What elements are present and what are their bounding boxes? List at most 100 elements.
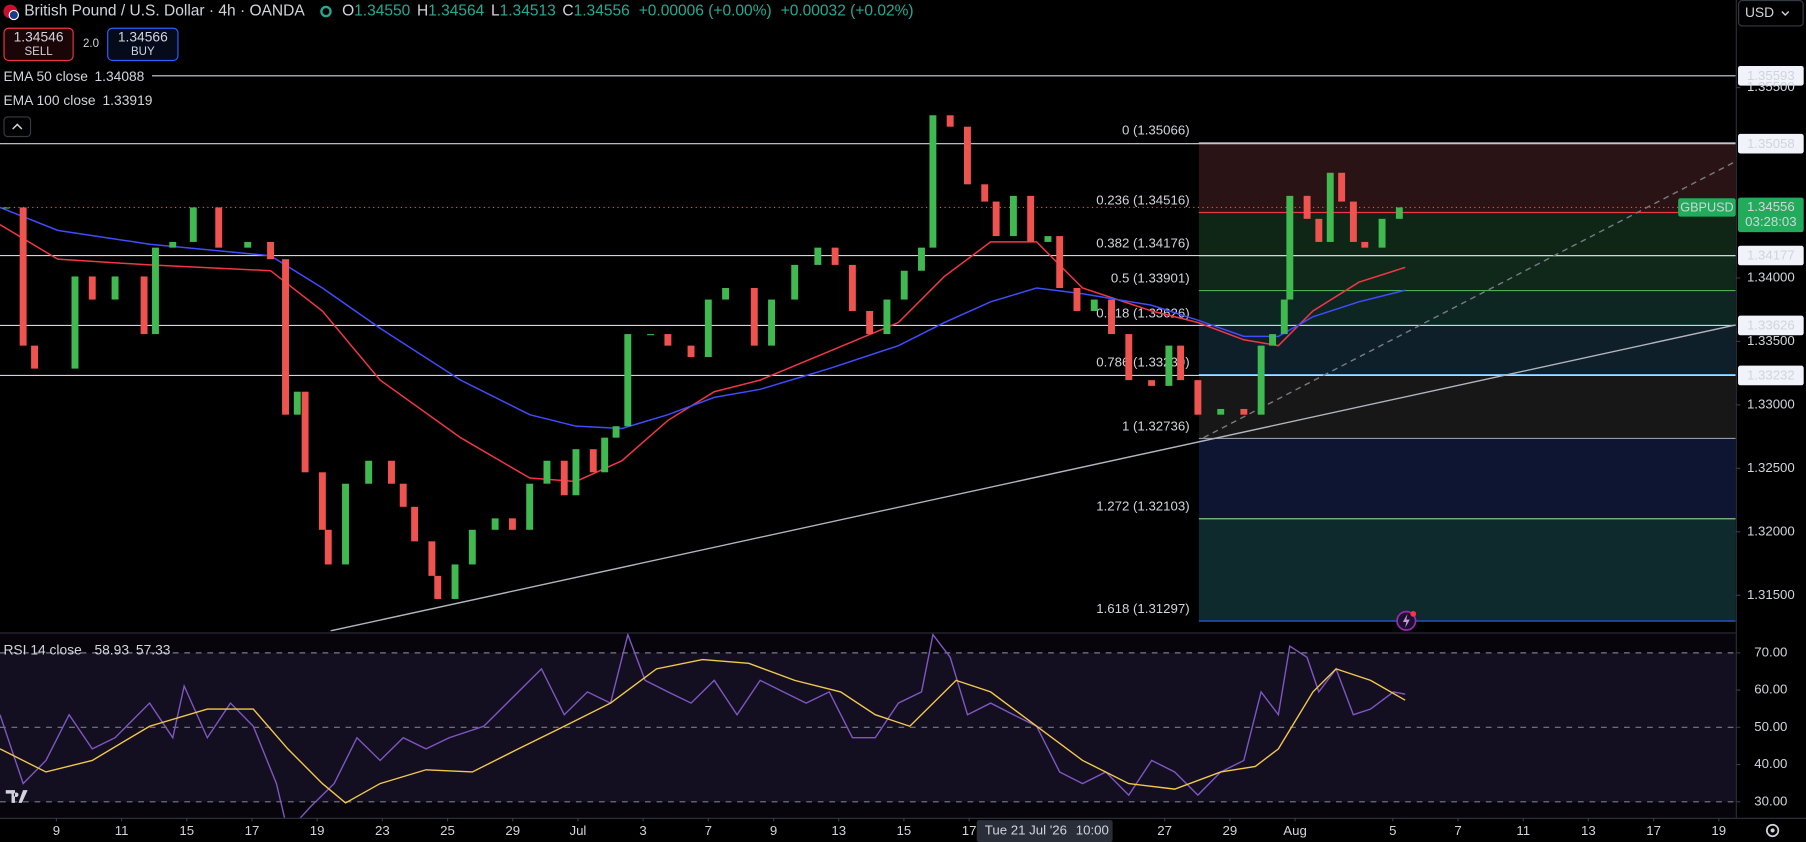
- candle: [560, 460, 568, 496]
- candle: [318, 472, 326, 530]
- symbol-title: British Pound / U.S. Dollar · 4h · OANDA: [24, 3, 305, 20]
- candle: [1009, 195, 1017, 237]
- candle: [1338, 172, 1346, 202]
- sell-button[interactable]: 1.34546 SELL: [3, 27, 74, 62]
- candle: [963, 126, 971, 185]
- x-tick-label: 13: [831, 823, 846, 838]
- currency[interactable]: USD: [1745, 4, 1774, 20]
- ohlc: O1.34550 H1.34564 L1.34513 C1.34556 +0.0…: [342, 3, 914, 20]
- collapse-button[interactable]: [3, 116, 32, 138]
- candle: [1361, 241, 1369, 248]
- candle: [215, 207, 223, 248]
- candle: [468, 529, 476, 565]
- legend-name: EMA 100 close: [3, 92, 95, 108]
- candle: [624, 334, 632, 427]
- settings-icon[interactable]: [1765, 823, 1780, 838]
- sell-label[interactable]: SELL: [25, 46, 54, 58]
- rsi-value: 58.93: [94, 641, 129, 657]
- candle: [301, 391, 309, 473]
- price-label-box: [1738, 315, 1804, 336]
- symbol-label-box: [1678, 198, 1736, 217]
- y-tick-label: 1.34000: [1747, 269, 1795, 284]
- price-label: 1.33626: [1747, 318, 1795, 333]
- candle: [508, 518, 516, 530]
- ohlc-key: L: [491, 3, 500, 20]
- candle: [428, 541, 436, 576]
- currency-box[interactable]: [1738, 0, 1804, 27]
- price-label-box: [1738, 133, 1804, 154]
- x-tick-label: 13: [1581, 823, 1596, 838]
- fib-zone: [1198, 255, 1736, 291]
- candle: [88, 276, 96, 300]
- currency-button[interactable]: USD: [1738, 0, 1804, 27]
- candle: [491, 518, 499, 530]
- buy-button[interactable]: 1.34566 BUY: [107, 27, 179, 62]
- sell-price[interactable]: 1.34546: [14, 29, 64, 45]
- axes: 1.35593 1.35058 1.34177 1.33626 1.33232 1.355…: [53, 66, 1804, 838]
- x-tick-label: 15: [897, 823, 912, 838]
- currency-chevron[interactable]: [1781, 11, 1790, 16]
- candle: [543, 460, 551, 484]
- price-label: 1.33232: [1747, 368, 1795, 383]
- candle: [1269, 334, 1277, 346]
- fib-label: 1.272 (1.32103): [1096, 499, 1189, 514]
- trendline: [1203, 160, 1736, 439]
- candle: [71, 276, 79, 369]
- candle: [1194, 380, 1202, 415]
- fib-zone: [1198, 290, 1736, 326]
- settings-button[interactable]: [1765, 823, 1780, 838]
- candle: [388, 460, 395, 484]
- candle: [572, 449, 580, 496]
- x-tick-label: 3: [639, 823, 646, 838]
- sell-box[interactable]: [3, 27, 74, 62]
- y-tick-label: 1.31500: [1747, 587, 1795, 602]
- legend-value: 1.33919: [103, 92, 153, 108]
- buy-price[interactable]: 1.34566: [118, 29, 168, 45]
- candle: [1108, 299, 1115, 335]
- x-tick-label: 29: [505, 823, 520, 838]
- buy-box[interactable]: [107, 27, 179, 62]
- candle: [601, 437, 609, 473]
- collapse-icon[interactable]: [12, 123, 23, 130]
- candle: [1165, 345, 1173, 386]
- candle: [1073, 288, 1081, 311]
- fib-zone: [1198, 438, 1736, 519]
- alert-bolt[interactable]: [1402, 613, 1410, 628]
- x-tick-label: 7: [705, 823, 712, 838]
- ohlc-key: H: [417, 3, 428, 20]
- alert-dot[interactable]: [1410, 611, 1417, 617]
- candle: [946, 115, 954, 127]
- candle: [1090, 299, 1098, 311]
- candle: [1125, 334, 1133, 381]
- candle: [687, 345, 695, 358]
- x-tick-label: 23: [375, 823, 390, 838]
- rsi-plot: [0, 633, 1736, 818]
- candle: [1027, 195, 1035, 242]
- candle: [981, 184, 989, 202]
- collapse-box[interactable]: [3, 116, 32, 138]
- candle: [1148, 380, 1156, 386]
- candle: [411, 506, 419, 542]
- ohlc-value: 1.34564: [428, 3, 485, 20]
- rsi-line: [0, 633, 1406, 818]
- last-price: 1.34556: [1747, 199, 1795, 214]
- ema-line: [0, 206, 1406, 430]
- candle: [992, 201, 1000, 237]
- candle: [750, 288, 758, 346]
- candle: [831, 247, 839, 265]
- alert-icon[interactable]: [1396, 610, 1417, 631]
- candle: [848, 264, 856, 311]
- candle: [900, 270, 908, 300]
- buy-label[interactable]: BUY: [131, 46, 155, 58]
- settings-icon[interactable]: [1770, 828, 1775, 833]
- y-tick-label: 40.00: [1754, 756, 1787, 771]
- fib-zone: [1198, 325, 1736, 375]
- price-label: 1.35058: [1747, 136, 1795, 151]
- x-tick-label: Aug: [1283, 823, 1307, 838]
- crosshair-date: Tue 21 Jul '26: [985, 823, 1067, 838]
- candle: [2, 207, 10, 209]
- fib-label: 1 (1.32736): [1122, 418, 1190, 433]
- price-label-box: [1738, 245, 1804, 266]
- x-tick-label: 17: [962, 823, 977, 838]
